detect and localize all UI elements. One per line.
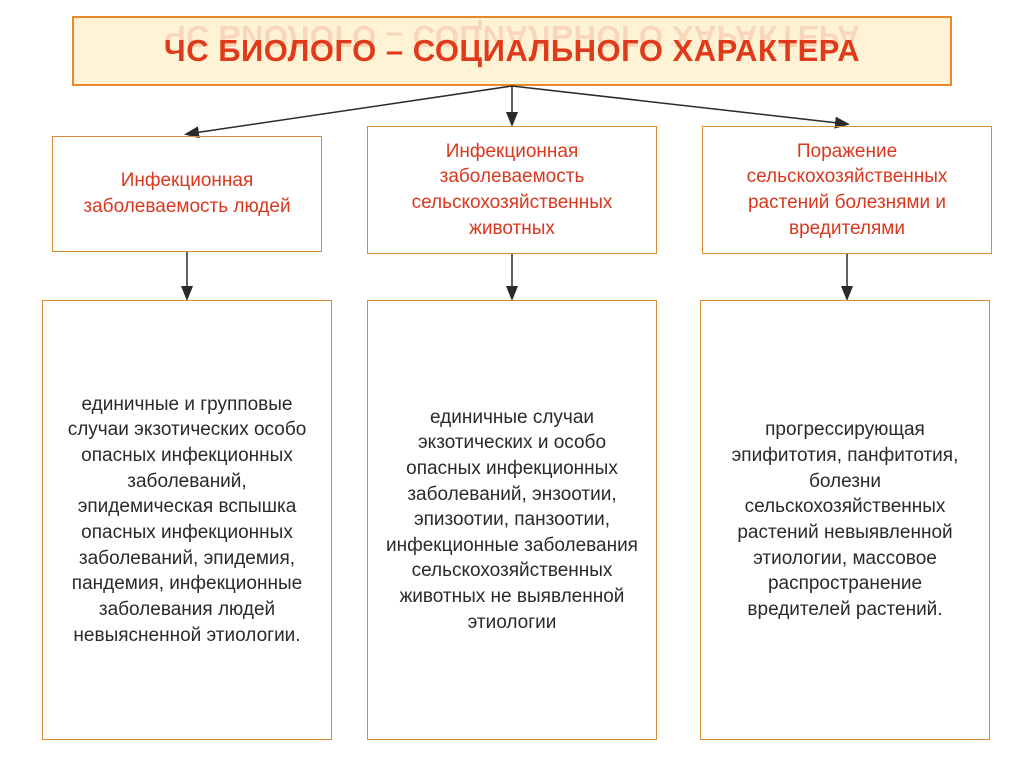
detail-box-1: единичные случаи экзотических и особо оп… bbox=[367, 300, 657, 740]
diagram-title-reflection: ЧС БИОЛОГО – СОЦИАЛЬНОГО ХАРАКТЕРА bbox=[164, 18, 860, 54]
category-box-1: Инфекционная заболеваемость сельскохозяй… bbox=[367, 126, 657, 254]
detail-box-2: прогрессирующая эпифитотия, панфитотия, … bbox=[700, 300, 990, 740]
category-box-2: Поражение сельскохозяйственных растений … bbox=[702, 126, 992, 254]
title-box: ЧС БИОЛОГО – СОЦИАЛЬНОГО ХАРАКТЕРА ЧС БИ… bbox=[72, 16, 952, 86]
detail-box-0: единичные и групповые случаи экзотически… bbox=[42, 300, 332, 740]
category-box-0: Инфекционная заболеваемость людей bbox=[52, 136, 322, 252]
connector-arrow bbox=[512, 86, 847, 124]
